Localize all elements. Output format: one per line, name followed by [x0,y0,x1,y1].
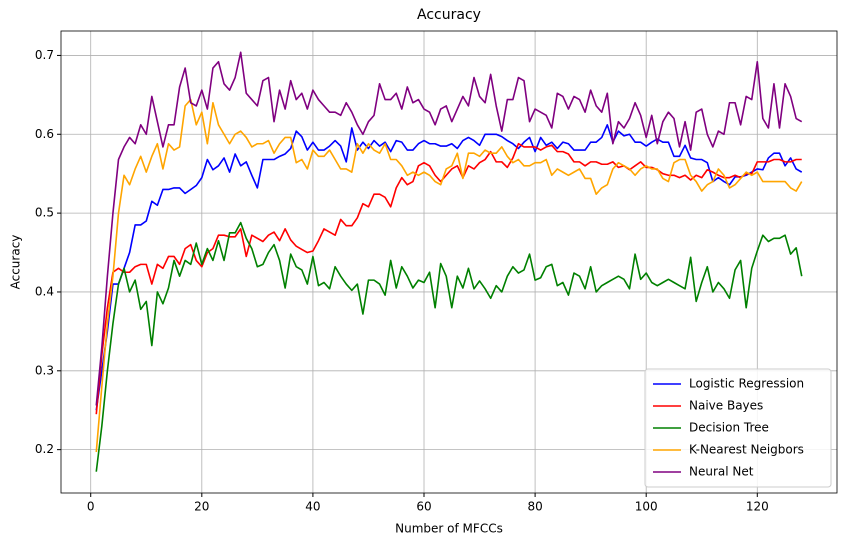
y-tick-label: 0.2 [35,442,54,456]
line [95,221,803,472]
line [95,98,803,453]
legend-label: Naive Bayes [689,399,763,413]
line [95,124,803,411]
x-axis-label: Number of MFCCs [395,522,503,536]
legend-label: Decision Tree [689,421,769,435]
y-tick-label: 0.6 [35,127,54,141]
legend-label: Logistic Regression [689,377,804,391]
y-tick-label: 0.5 [35,206,54,220]
line [95,142,802,415]
x-tick-label: 20 [194,500,209,514]
x-tick-label: 80 [527,500,542,514]
legend-box [644,368,832,488]
y-tick-label: 0.7 [35,48,54,62]
plot-frame [60,30,838,494]
x-tick-label: 40 [305,500,320,514]
y-axis-label: Accuracy [9,235,23,290]
legend: Logistic Regression Naive Bayes Decision T… [644,368,832,488]
line [95,51,803,406]
y-tick-label: 0.3 [35,363,54,377]
legend-label: K-Nearest Neigbors [689,443,804,457]
x-tick-label: 60 [416,500,431,514]
x-tick-label: 120 [746,500,769,514]
x-tick-label: 100 [635,500,658,514]
legend-label: Neural Net [689,465,754,479]
chart-title: Accuracy [417,7,481,23]
y-tick-label: 0.4 [35,284,54,298]
x-tick-label: 0 [87,500,95,514]
